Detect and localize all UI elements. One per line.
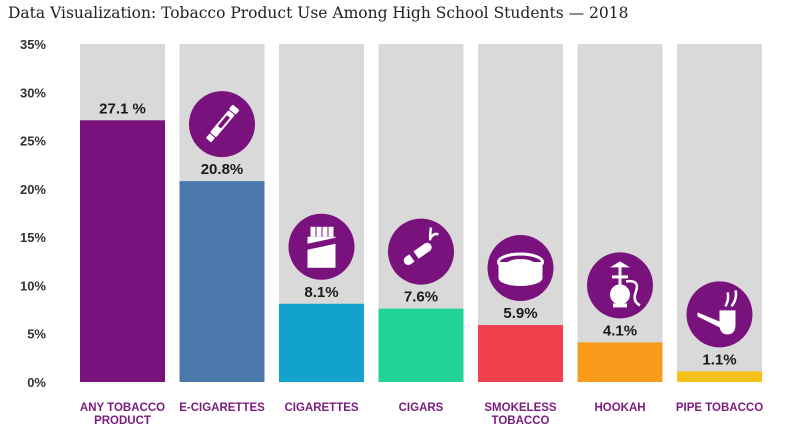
y-tick-label: 0%	[27, 375, 46, 390]
category-label: ANY TOBACCO PRODUCT	[80, 402, 165, 427]
y-tick-label: 25%	[20, 134, 46, 149]
y-tick-label: 30%	[20, 85, 46, 100]
bar-value-label: 5.9%	[503, 305, 537, 322]
chart-title: Data Visualization: Tobacco Product Use …	[8, 4, 629, 22]
bar-value-label: 4.1%	[603, 322, 637, 339]
bar	[80, 120, 165, 382]
bar-value-label: 1.1%	[702, 351, 736, 368]
y-tick-label: 20%	[20, 182, 46, 197]
category-label: CIGARS	[399, 402, 444, 414]
category-label: SMOKELESS TOBACCO	[484, 402, 557, 427]
bar	[677, 371, 762, 382]
e-cigarette-icon	[189, 91, 255, 158]
cigar-icon	[388, 218, 454, 285]
pipe-icon	[686, 281, 753, 348]
y-tick-label: 5%	[27, 327, 46, 342]
category-label: HOOKAH	[594, 402, 645, 414]
bar-value-label: 27.1 %	[99, 100, 146, 117]
category-label: PIPE TOBACCO	[676, 402, 763, 414]
bar-value-label: 7.6%	[404, 289, 438, 306]
category-label: E-CIGARETTES	[179, 402, 265, 414]
y-tick-label: 10%	[20, 278, 46, 293]
bar	[478, 325, 563, 382]
bar-background	[577, 44, 663, 382]
bar	[179, 181, 265, 382]
bar	[577, 342, 663, 382]
hookah-icon	[587, 252, 653, 319]
y-tick-label: 35%	[20, 37, 46, 52]
smokeless-tobacco-tin-icon	[487, 235, 554, 302]
bar-value-label: 8.1%	[304, 284, 338, 301]
cigarette-pack-icon	[288, 213, 355, 280]
bar	[279, 303, 364, 382]
category-label: CIGARETTES	[284, 402, 358, 414]
bar-value-label: 20.8%	[201, 161, 244, 178]
bar	[378, 308, 464, 382]
y-tick-label: 15%	[20, 230, 46, 245]
